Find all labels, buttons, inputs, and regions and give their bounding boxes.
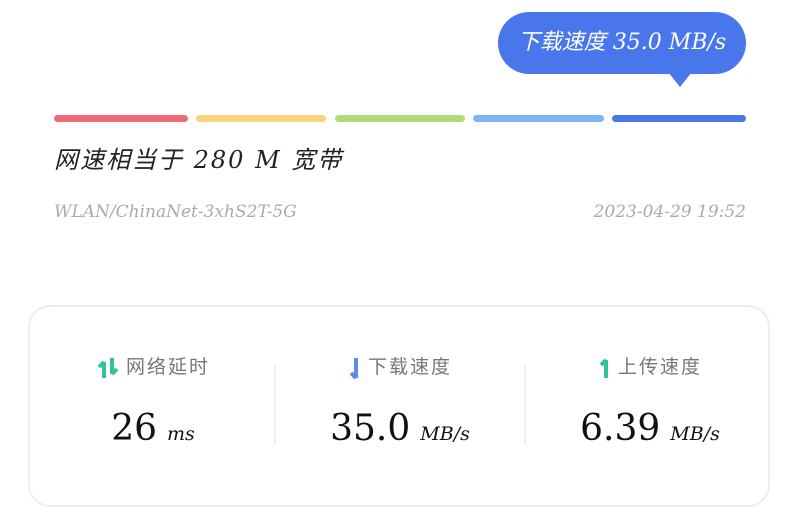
up-arrow-icon: [599, 358, 608, 378]
upload-stat: 上传速度 6.39 MB/s: [525, 352, 775, 449]
speed-scale-segment-1: [54, 115, 188, 122]
download-value: 35.0: [330, 408, 411, 449]
upload-unit: MB/s: [670, 423, 720, 445]
up-down-arrows-icon: [97, 358, 119, 378]
latency-stat: 网络延时 26 ms: [28, 352, 278, 449]
download-label: 下载速度: [367, 356, 452, 378]
latency-label: 网络延时: [125, 356, 210, 378]
divider: [274, 365, 276, 445]
speed-scale-segment-4: [473, 115, 604, 122]
speed-scale-segment-3: [335, 115, 465, 122]
upload-value: 6.39: [580, 408, 661, 449]
tooltip-label: 下载速度: [517, 30, 606, 55]
download-speed-tooltip: 下载速度 35.0 MB/s: [498, 12, 746, 74]
stats-card: [28, 305, 770, 507]
network-name: WLAN/ChinaNet-3xhS2T-5G: [54, 202, 297, 222]
tooltip-pointer: [668, 72, 692, 87]
tooltip-value: 35.0: [612, 30, 662, 55]
bandwidth-summary: 网速相当于 280 M 宽带: [54, 146, 344, 174]
speed-scale-segment-5: [612, 115, 746, 122]
latency-value: 26: [111, 408, 158, 449]
download-unit: MB/s: [420, 423, 470, 445]
download-stat: 下载速度 35.0 MB/s: [275, 352, 525, 449]
latency-unit: ms: [167, 423, 195, 445]
divider: [524, 365, 526, 445]
speed-scale-segment-2: [196, 115, 326, 122]
upload-label: 上传速度: [617, 356, 702, 378]
tooltip-unit: MB/s: [668, 30, 727, 55]
down-arrow-icon: [349, 358, 358, 380]
test-timestamp: 2023-04-29 19:52: [593, 202, 746, 222]
